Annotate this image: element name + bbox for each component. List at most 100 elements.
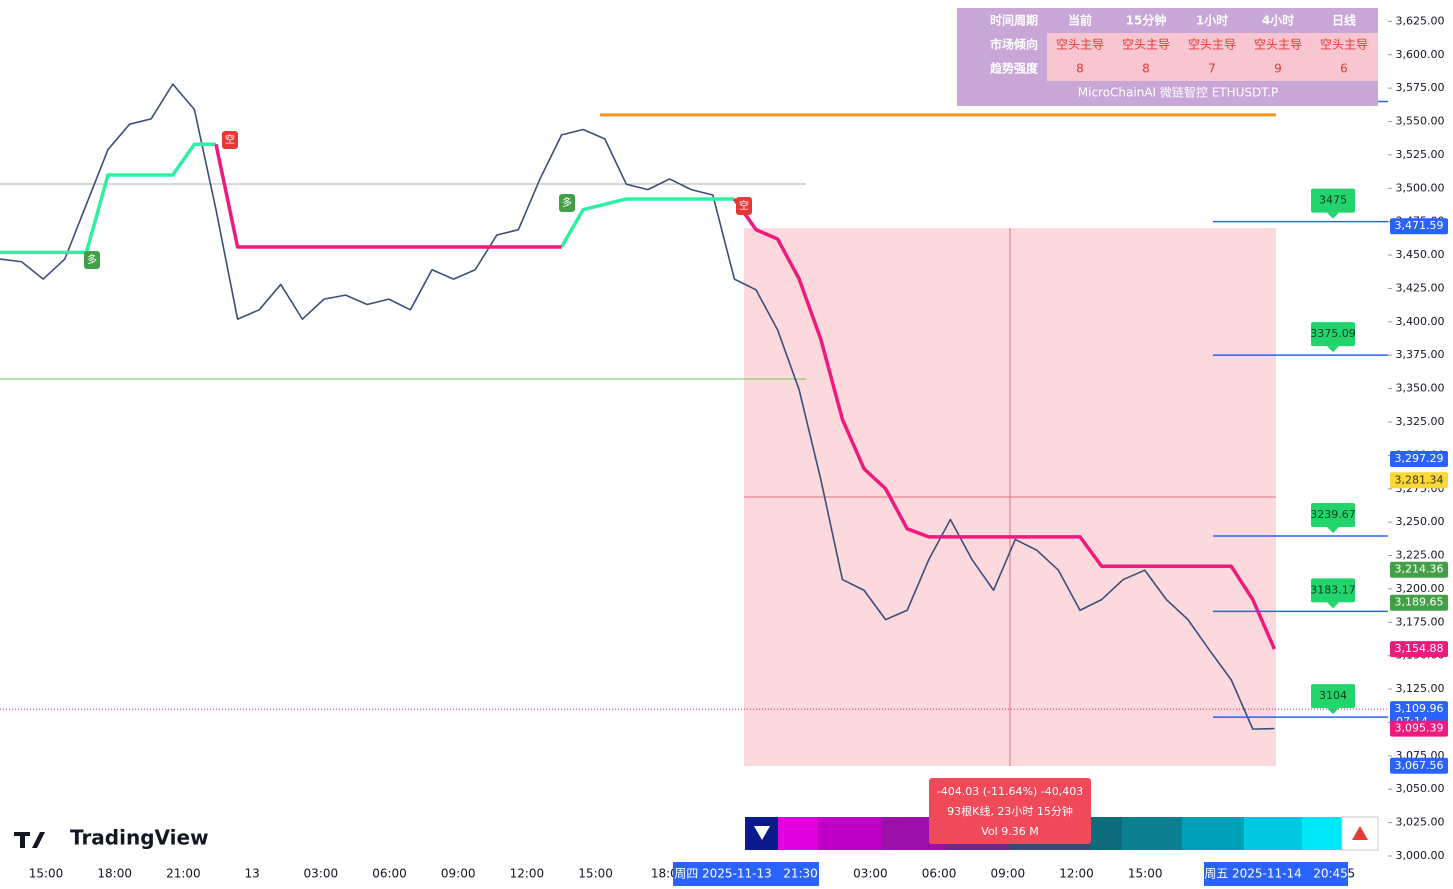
level-badge	[1311, 502, 1355, 527]
level-badge	[1311, 188, 1355, 213]
price-axis	[1388, 0, 1453, 889]
y-tick-label: 3,425.00	[1396, 281, 1445, 294]
level-badge	[1311, 578, 1355, 603]
table-cell: 8	[1076, 62, 1084, 76]
price-badge	[1390, 757, 1448, 774]
y-tick-label: 3,000.00	[1396, 849, 1445, 862]
y-tick-label: 3,400.00	[1396, 315, 1445, 328]
signal-marker	[222, 131, 238, 149]
y-tick-label: 3,325.00	[1396, 415, 1445, 428]
x-tick-label: 03:00	[853, 867, 888, 881]
y-tick-label: 3,225.00	[1396, 549, 1445, 562]
price-badge-label: 3,281.34	[1395, 473, 1444, 486]
y-tick-label: 3,375.00	[1396, 348, 1445, 361]
table-cell: 空头主导	[1122, 38, 1170, 52]
table-cell: 6	[1340, 62, 1348, 76]
price-badge-label: 3,189.65	[1395, 596, 1444, 609]
y-tick-label: 3,025.00	[1396, 816, 1445, 829]
x-tick-label: 06:00	[372, 867, 407, 881]
price-badge	[1390, 594, 1448, 611]
x-tick-label: 18:00	[97, 867, 132, 881]
signal-label: 空	[739, 199, 749, 212]
y-tick-label: 3,050.00	[1396, 782, 1445, 795]
x-tick-label: 13	[244, 867, 259, 881]
table-header: 日线	[1332, 13, 1356, 28]
y-tick-label: 3,500.00	[1396, 181, 1445, 194]
date-badge-label: 周五 2025-11-14 20:45	[1204, 867, 1348, 881]
level-badge	[1311, 322, 1355, 347]
y-tick-label: 3,550.00	[1396, 115, 1445, 128]
table-header: 时间周期	[990, 13, 1038, 28]
x-tick-label: 09:00	[441, 867, 476, 881]
x-tick-label: 21:00	[166, 867, 201, 881]
logo: TradingView	[70, 826, 209, 850]
y-tick-label: 3,625.00	[1396, 14, 1445, 27]
price-badge-label: 3,297.29	[1395, 452, 1444, 465]
table-cell: 市场倾向	[990, 37, 1038, 52]
level-label: 3475	[1319, 194, 1347, 207]
logo-icon	[14, 832, 45, 848]
price-badge-label: 3,067.56	[1395, 759, 1444, 772]
table-cell: 空头主导	[1254, 38, 1302, 52]
x-tick-label: 18:0	[651, 867, 678, 881]
x-tick-label: 15:00	[1128, 867, 1163, 881]
x-tick-label: 03:00	[304, 867, 339, 881]
level-label: 3183.17	[1310, 583, 1356, 596]
measure-box	[929, 778, 1091, 844]
y-tick-label: 3,175.00	[1396, 615, 1445, 628]
measure-text: Vol 9.36 M	[981, 825, 1038, 838]
x-tick-label: 15:00	[578, 867, 613, 881]
x-tick-label: 06:00	[922, 867, 957, 881]
series-line	[732, 197, 1277, 650]
price-badge	[1390, 641, 1448, 658]
y-tick-label: 3,200.00	[1396, 582, 1445, 595]
x-tick-label: 12:00	[510, 867, 545, 881]
table-cells	[1047, 33, 1378, 81]
table-header: 15分钟	[1126, 13, 1167, 28]
y-tick-label: 3,575.00	[1396, 81, 1445, 94]
level-pointer	[1327, 212, 1339, 219]
table-cell: 空头主导	[1320, 38, 1368, 52]
y-tick-label: 3,450.00	[1396, 248, 1445, 261]
signal-marker	[736, 197, 752, 215]
price-badge-label: 3,154.88	[1395, 642, 1444, 655]
series-line	[0, 142, 216, 255]
price-badge-label: 3,471.59	[1395, 219, 1444, 232]
price-badge	[1390, 450, 1448, 467]
bar-cell	[1244, 817, 1302, 850]
signal-label: 多	[562, 196, 572, 209]
date-badge-label: 周四 2025-11-13 21:30	[674, 867, 818, 881]
date-badge	[673, 862, 819, 886]
y-tick-label: 3,350.00	[1396, 382, 1445, 395]
bar-cell	[778, 817, 818, 850]
bar-cell	[818, 817, 882, 850]
table-cell: 趋势强度	[990, 61, 1039, 76]
signal-label: 多	[87, 253, 97, 266]
level-label: 3375.09	[1310, 327, 1356, 340]
measure-text: 93根K线, 23小时 15分钟	[947, 804, 1073, 818]
table-header: 1小时	[1196, 13, 1228, 28]
signal-marker	[559, 194, 575, 212]
date-badge	[1204, 862, 1348, 886]
level-pointer	[1327, 602, 1339, 609]
bar-cell	[1090, 817, 1122, 850]
table-cell: 空头主导	[1056, 38, 1104, 52]
price-badge-label: 3,109.96	[1395, 702, 1444, 715]
up-icon	[1352, 826, 1368, 840]
signal-marker	[84, 251, 100, 269]
y-tick-label: 3,600.00	[1396, 48, 1445, 61]
table-header: 4小时	[1262, 13, 1294, 28]
y-tick-label: 3,250.00	[1396, 515, 1445, 528]
table-cell: 8	[1142, 62, 1150, 76]
measure-text: -404.03 (-11.64%) -40,403	[937, 785, 1083, 798]
price-badge-label: 3,214.36	[1395, 563, 1444, 576]
series-line	[0, 83, 1275, 730]
y-tick-label: 3,125.00	[1396, 682, 1445, 695]
table-footer: MicroChainAI 微链智控 ETHUSDT.P	[1078, 85, 1279, 100]
table-cell: 9	[1274, 62, 1282, 76]
x-tick-label: 09:00	[991, 867, 1026, 881]
bar-cell	[1122, 817, 1182, 850]
series-line	[214, 143, 562, 249]
level-label: 3104	[1319, 689, 1347, 702]
